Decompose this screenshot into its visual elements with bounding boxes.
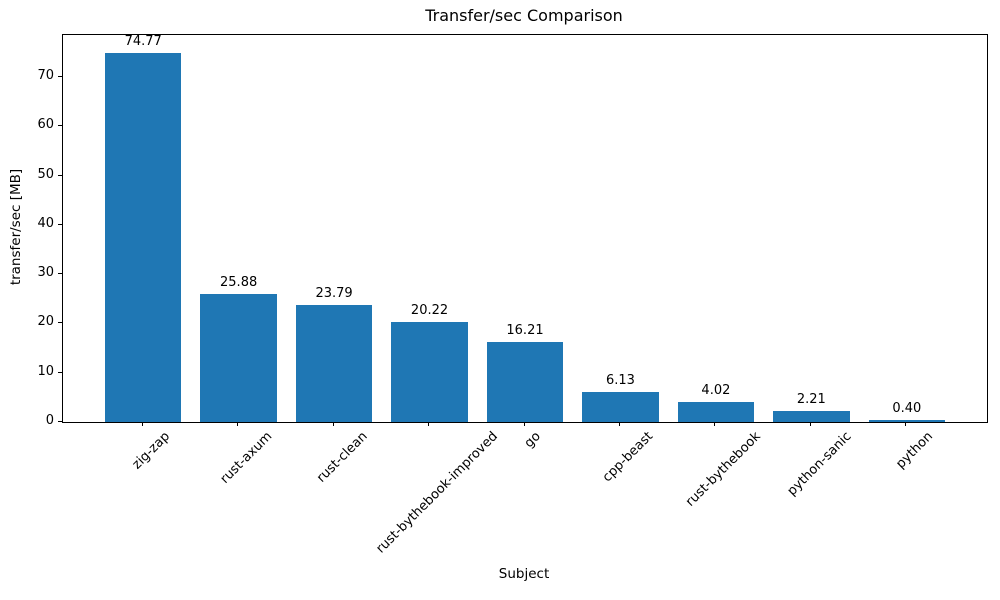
bar-python-sanic [773, 411, 850, 422]
bar-value-label: 20.22 [410, 303, 449, 319]
bar-value-label: 6.13 [605, 372, 635, 388]
x-tick-mark [428, 422, 430, 426]
bar-value-label: 16.21 [506, 323, 544, 339]
x-tick-label-rust-axum: rust-axum [217, 429, 276, 487]
y-tick-label: 40 [37, 215, 54, 231]
bar-value-label: 25.88 [220, 275, 258, 291]
x-tick-label-go: go [522, 429, 545, 452]
bar-value-label: 23.79 [315, 285, 353, 301]
bar-value-label: 2.21 [796, 392, 826, 408]
x-tick-mark [523, 422, 525, 426]
bar-python [868, 420, 945, 422]
x-tick-mark [809, 422, 811, 426]
bar-zig-zap [105, 53, 182, 422]
y-tick-mark [58, 175, 62, 176]
x-tick-label-python-sanic: python-sanic [784, 429, 855, 499]
y-tick-label: 0 [45, 413, 54, 428]
bar-rust-axum [200, 294, 277, 422]
x-tick-label-rust-bythebook-improved: rust-bythebook-improved [373, 429, 501, 557]
y-tick-label: 10 [37, 363, 54, 379]
x-tick-mark [905, 422, 907, 426]
y-tick-mark [58, 322, 62, 323]
y-tick-mark [58, 76, 62, 77]
y-tick-label: 50 [37, 166, 54, 182]
y-tick-mark [58, 125, 62, 126]
plot-area: 74.77 25.88 23.79 20.22 16.21 6.13 4.02 2.21 0.4… [62, 34, 988, 423]
y-tick-mark [58, 372, 62, 373]
chart-title: Transfer/sec Comparison [425, 6, 623, 25]
x-tick-mark [618, 422, 620, 426]
y-tick-label: 30 [37, 265, 54, 281]
x-tick-label-rust-bythebook: rust-bythebook [683, 429, 765, 510]
y-tick-label: 20 [37, 314, 54, 330]
bar-cpp-beast [582, 391, 659, 422]
x-tick-label-cpp-beast: cpp-beast [600, 429, 657, 486]
x-tick-mark [714, 422, 716, 426]
y-tick-label: 60 [37, 117, 54, 133]
x-tick-mark [237, 422, 239, 426]
x-axis-label: Subject [498, 566, 550, 582]
bar-value-label: 0.40 [892, 401, 922, 417]
bar-value-label: 4.02 [701, 383, 731, 399]
x-tick-mark [141, 422, 143, 426]
bar-rust-bythebook-improved [391, 322, 468, 422]
y-tick-mark [58, 224, 62, 225]
x-tick-label-zig-zap: zig-zap [129, 429, 173, 473]
y-tick-mark [58, 273, 62, 274]
y-tick-label: 70 [37, 67, 54, 83]
x-tick-label-python: python [893, 429, 937, 472]
y-tick-mark [58, 421, 62, 422]
bar-rust-bythebook [677, 402, 755, 422]
bar-value-label: 74.77 [124, 34, 162, 50]
x-tick-mark [332, 422, 334, 426]
bar-go [486, 342, 564, 422]
bar-rust-clean [295, 304, 373, 422]
